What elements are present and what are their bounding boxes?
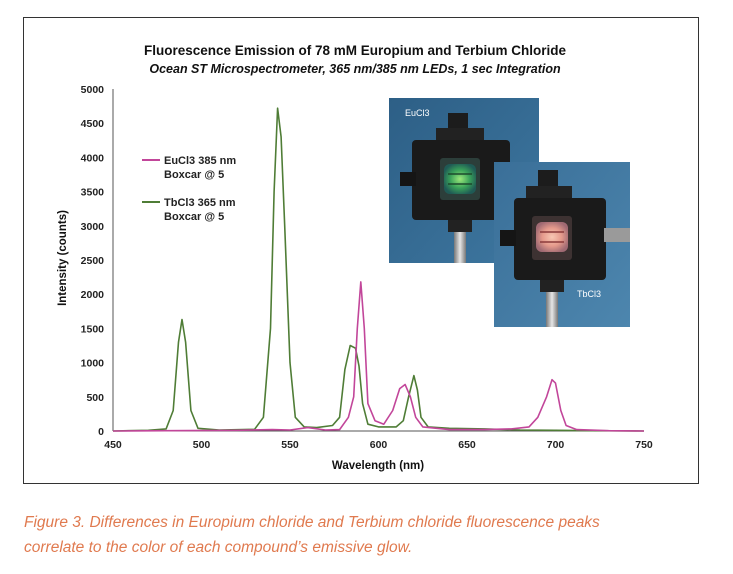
tbcl3-photo-label: TbCl3 xyxy=(577,289,601,299)
series-eucl3-line xyxy=(112,281,645,432)
legend: EuCl3 385 nm Boxcar @ 5 TbCl3 365 nm Box… xyxy=(142,155,236,223)
series-layer xyxy=(112,107,645,432)
x-tick-label: 750 xyxy=(635,439,653,451)
y-axis-label: Intensity (counts) xyxy=(57,210,69,306)
y-tick-label: 2000 xyxy=(81,289,105,301)
legend-tb-label-2: Boxcar @ 5 xyxy=(164,211,224,223)
x-axis-label: Wavelength (nm) xyxy=(332,460,424,472)
y-tick-label: 2500 xyxy=(81,255,105,267)
series-tbcl3-line xyxy=(112,107,645,432)
y-tick-label: 3500 xyxy=(81,187,105,199)
y-tick-label: 1500 xyxy=(81,323,105,335)
y-tick-label: 4500 xyxy=(81,118,105,130)
y-tick-label: 5000 xyxy=(81,84,105,96)
figure-caption: Figure 3. Differences in Europium chlori… xyxy=(24,510,714,560)
y-axis-ticks: 0 500 1000 1500 2000 2500 3000 3500 4000 4500 5000 xyxy=(81,84,105,438)
y-tick-label: 4000 xyxy=(81,152,105,164)
eucl3-photo-label: EuCl3 xyxy=(405,108,430,118)
x-tick-label: 650 xyxy=(458,439,476,451)
x-tick-label: 700 xyxy=(547,439,565,451)
y-tick-label: 1000 xyxy=(81,358,105,370)
legend-eu-label-2: Boxcar @ 5 xyxy=(164,169,224,181)
chart-subtitle: Ocean ST Microspectrometer, 365 nm/385 n… xyxy=(149,62,561,76)
caption-line-1: Figure 3. Differences in Europium chlori… xyxy=(24,514,600,531)
x-tick-label: 500 xyxy=(193,439,211,451)
legend-tb-label-1: TbCl3 365 nm xyxy=(164,197,236,209)
caption-line-2: correlate to the color of each compound’… xyxy=(24,539,413,556)
y-tick-label: 0 xyxy=(98,426,104,438)
x-axis-ticks: 450 500 550 600 650 700 750 xyxy=(104,439,653,451)
tbcl3-photo: TbCl3 xyxy=(494,162,630,327)
chart-title: Fluorescence Emission of 78 mM Europium … xyxy=(144,43,567,58)
y-tick-label: 3000 xyxy=(81,221,105,233)
emission-chart: Fluorescence Emission of 78 mM Europium … xyxy=(57,43,653,472)
x-tick-label: 600 xyxy=(370,439,388,451)
y-tick-label: 500 xyxy=(86,392,104,404)
legend-eu-label-1: EuCl3 385 nm xyxy=(164,155,236,167)
x-tick-label: 550 xyxy=(281,439,299,451)
x-tick-label: 450 xyxy=(104,439,122,451)
